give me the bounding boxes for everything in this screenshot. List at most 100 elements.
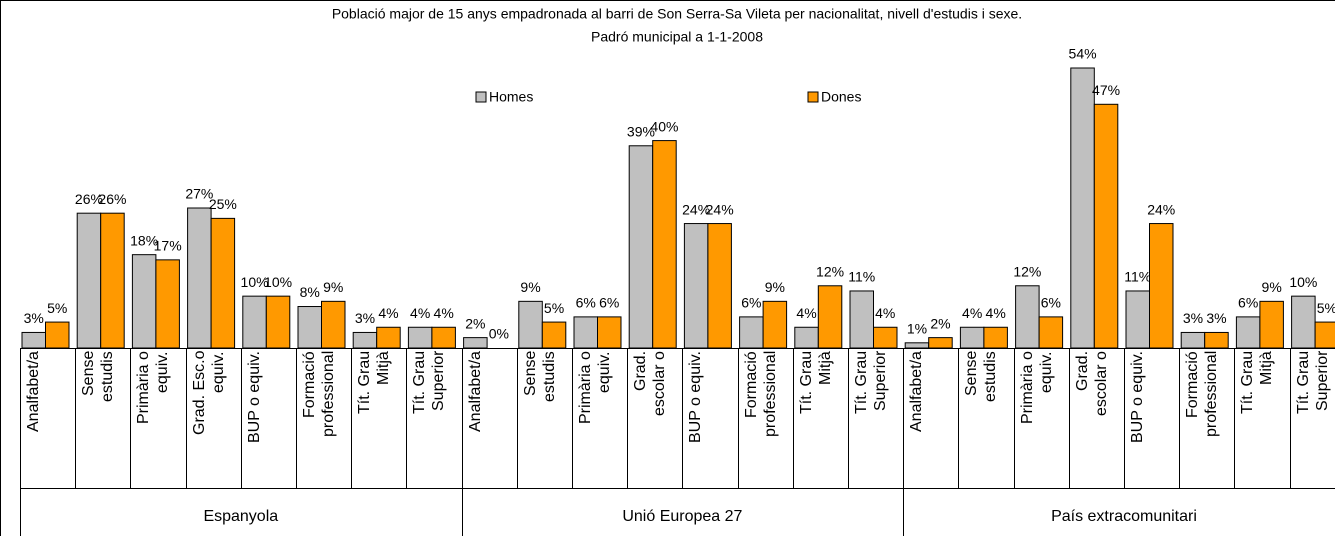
x-tick-label: Tít. Grau Superior (411, 351, 448, 415)
data-label: 4% (962, 305, 982, 321)
data-label: 6% (1238, 295, 1258, 311)
bar (352, 331, 378, 349)
bar (1149, 223, 1174, 349)
bar (45, 321, 70, 349)
bar (873, 326, 898, 349)
data-label: 40% (650, 118, 678, 134)
bar (187, 207, 212, 349)
bar (155, 259, 180, 349)
bar (739, 316, 764, 349)
bar (959, 326, 985, 349)
bar (518, 300, 543, 349)
data-label: 9% (765, 279, 785, 295)
legend-label: Dones (821, 89, 861, 105)
x-tick-label: BUP o equiv. (245, 351, 263, 443)
bar (1204, 331, 1229, 349)
data-label: 9% (1262, 279, 1282, 295)
data-label: 9% (323, 279, 343, 295)
x-tick-label: Analfabet/a (908, 351, 926, 432)
data-label: 6% (1041, 295, 1061, 311)
bar (762, 300, 788, 349)
data-label: 6% (576, 295, 596, 311)
bar (242, 295, 267, 349)
data-label: 12% (816, 263, 844, 279)
bar (210, 217, 236, 349)
bar (431, 326, 456, 349)
data-label: 24% (682, 201, 710, 217)
data-label: 2% (465, 315, 485, 331)
data-label: 54% (1069, 46, 1097, 62)
bar (1314, 321, 1335, 349)
x-tick-label: Analfabet/a (25, 351, 42, 432)
x-tick-label: Formació professional (301, 351, 337, 438)
bar (1259, 300, 1284, 349)
data-label: 3% (24, 310, 44, 326)
x-tick-label: Sense estudis (963, 351, 1000, 402)
chart-title: Població major de 15 anys empadronada al… (332, 6, 1022, 22)
x-tick-label: Grad. Esc.o equiv. (190, 351, 227, 436)
data-label: 5% (1317, 300, 1335, 316)
data-label: 2% (930, 315, 950, 331)
data-label: 4% (796, 305, 816, 321)
data-label: 5% (544, 300, 564, 316)
data-label: 4% (875, 305, 895, 321)
bar (463, 337, 488, 349)
x-tick-label: Tít. Grau Mitjà (1239, 351, 1276, 415)
data-label: 4% (986, 305, 1006, 321)
x-tick-label: Grad. escolar o (1073, 351, 1110, 416)
bar (265, 295, 291, 349)
bar (21, 331, 46, 349)
data-label: 11% (1124, 269, 1151, 285)
legend-swatch (807, 91, 819, 103)
data-label: 47% (1092, 82, 1120, 98)
group-label: Unió Europea 27 (622, 508, 743, 525)
bar (794, 326, 819, 349)
bar (683, 223, 709, 349)
x-tick-label: Primària o equiv. (135, 351, 172, 424)
bar (541, 321, 567, 349)
data-label: 4% (434, 305, 454, 321)
data-label: 3% (355, 310, 375, 326)
x-tick-label: Primària o equiv. (1018, 351, 1055, 424)
x-tick-label: Formació professional (742, 351, 779, 438)
data-label: 24% (706, 201, 734, 217)
chart-subtitle: Padró municipal a 1-1-2008 (591, 29, 763, 45)
bar (1093, 103, 1119, 349)
bar (1180, 331, 1206, 349)
bar (983, 326, 1008, 349)
group-label: País extracomunitari (1051, 508, 1197, 525)
bar (100, 212, 125, 349)
bar (297, 306, 322, 349)
data-label: 26% (75, 191, 103, 207)
x-tick-label: BUP o equiv. (1129, 351, 1146, 443)
x-tick-label: Formació professional (1184, 351, 1221, 438)
x-tick-label: Sense estudis (80, 351, 117, 402)
data-label: 10% (241, 274, 269, 290)
legend-swatch (475, 91, 487, 103)
bar (928, 337, 953, 349)
data-label: 10% (1289, 274, 1317, 290)
x-tick-label: Tít. Grau Mitjà (797, 351, 834, 415)
bar (573, 316, 598, 349)
data-label: 0% (489, 326, 509, 342)
x-tick-label: BUP o equiv. (687, 351, 705, 443)
data-label: 10% (264, 274, 292, 290)
bar (628, 145, 654, 349)
bar (652, 140, 677, 349)
bar (407, 326, 433, 349)
bar (1125, 290, 1150, 349)
data-label: 1% (907, 321, 927, 337)
bar (1070, 67, 1095, 349)
bar (904, 342, 930, 349)
data-label: 25% (209, 196, 237, 212)
x-tick-label: Tít. Grau Superior (1294, 351, 1331, 415)
bar (1235, 316, 1261, 349)
data-label: 27% (185, 186, 213, 202)
bar (131, 254, 157, 349)
x-tick-label: Grad. escolar o (632, 351, 669, 416)
x-tick-label: Sense estudis (521, 351, 558, 402)
data-label: 39% (627, 123, 655, 139)
bar (707, 223, 732, 349)
